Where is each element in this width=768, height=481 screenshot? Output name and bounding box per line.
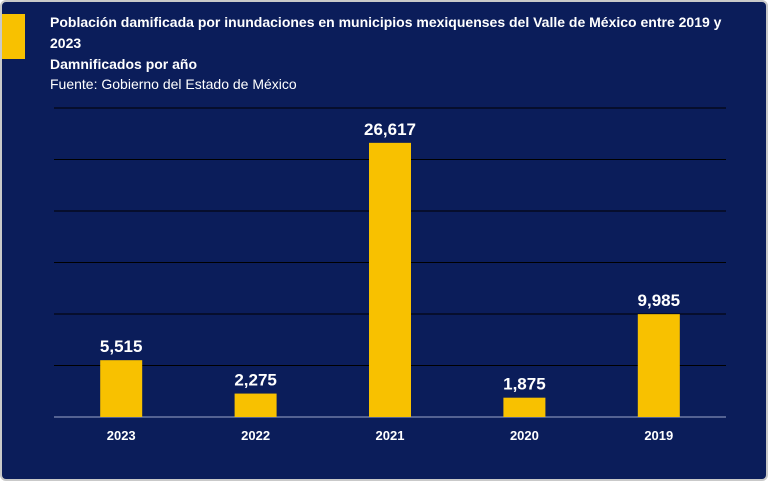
accent-bar: [2, 14, 25, 59]
bar-2019: [637, 314, 680, 417]
value-label-2023: 5,515: [100, 337, 143, 356]
chart-subtitle: Damnificados por año: [50, 56, 198, 72]
x-tick-label-2020: 2020: [510, 428, 539, 443]
bars: [100, 142, 680, 417]
x-tick-label-2021: 2021: [376, 428, 405, 443]
chart-source: Fuente: Gobierno del Estado de México: [50, 76, 297, 92]
bar-2023: [100, 360, 143, 417]
value-label-2021: 26,617: [364, 120, 416, 139]
x-tick-labels: 2023 2022 2021 2020 2019: [107, 428, 674, 443]
value-label-2022: 2,275: [234, 371, 277, 390]
bar-2020: [503, 397, 546, 417]
x-tick-label-2023: 2023: [107, 428, 136, 443]
header: Población damificada por inundaciones en…: [50, 12, 750, 94]
x-tick-label-2022: 2022: [241, 428, 270, 443]
bar-2021: [369, 142, 411, 417]
value-label-2020: 1,875: [503, 375, 546, 394]
value-labels: 5,515 2,275 26,617 1,875 9,985: [100, 120, 680, 394]
x-tick-label-2019: 2019: [644, 428, 673, 443]
chart-title: Población damificada por inundaciones en…: [50, 14, 722, 51]
bar-2022: [234, 393, 277, 417]
value-label-2019: 9,985: [638, 291, 681, 310]
